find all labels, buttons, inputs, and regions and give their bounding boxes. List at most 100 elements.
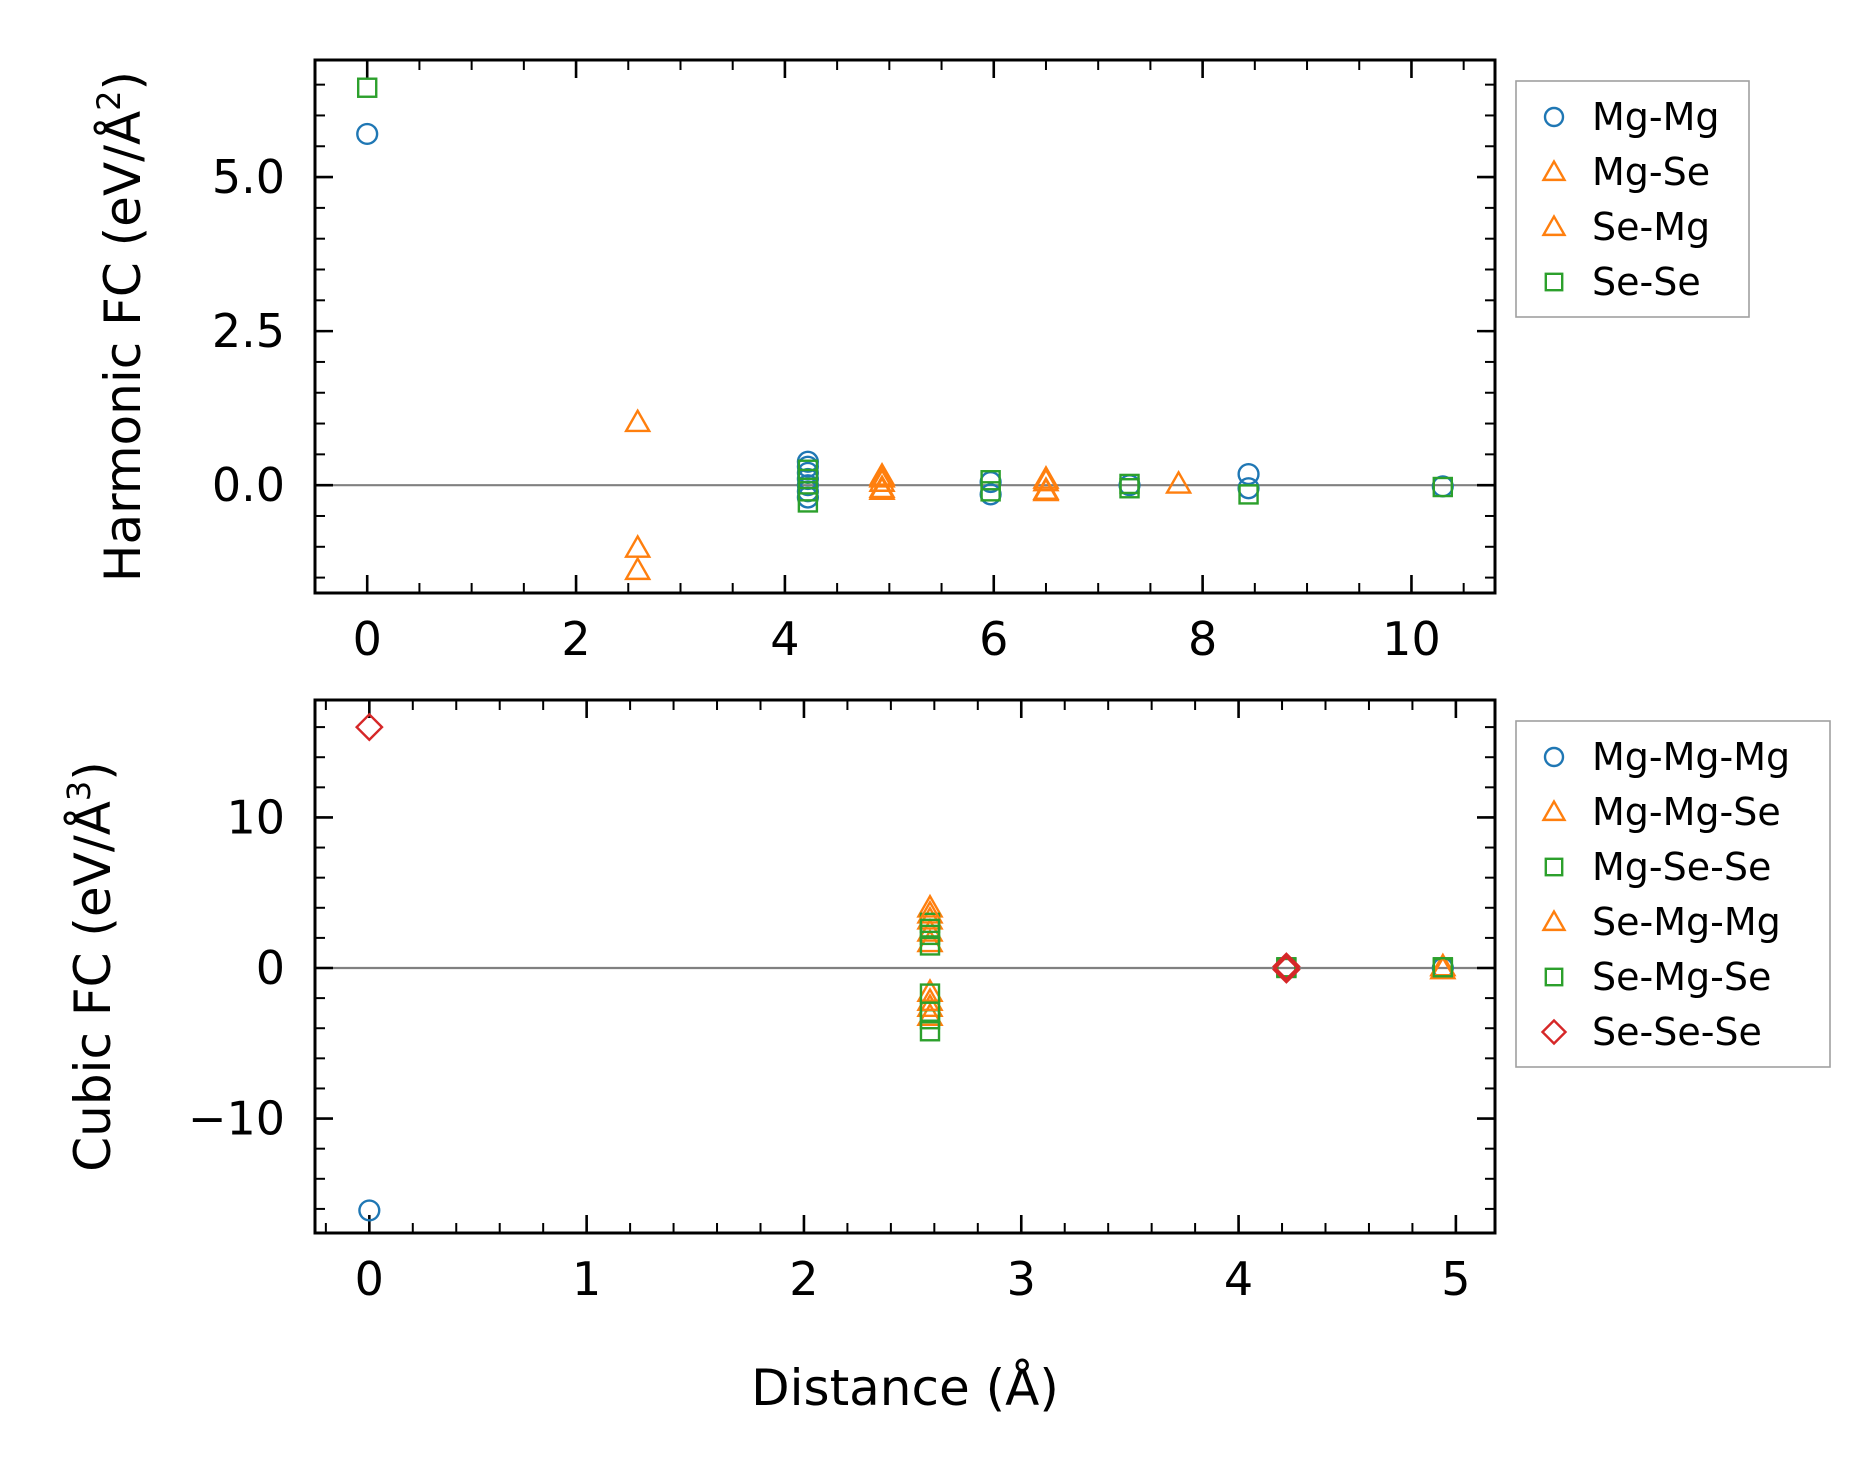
x-tick-labels: 0 1 2 3 4 5 <box>355 1252 1471 1306</box>
major-ticks <box>315 700 1495 1233</box>
x-axis-label: Distance (Å) <box>751 1359 1059 1417</box>
legend-marker <box>1544 272 1564 292</box>
legend-box <box>1515 80 1750 318</box>
data-point <box>868 468 896 492</box>
data-point <box>1432 476 1454 498</box>
legend-entry: Mg-Mg-Se <box>1592 790 1781 834</box>
legend-entry: Mg-Mg <box>1592 95 1720 139</box>
data-point <box>916 928 944 953</box>
x-tick-label: 2 <box>561 612 590 666</box>
legend-entry: Se-Mg-Se <box>1592 955 1771 999</box>
series-se-mg-mg <box>916 899 1457 1011</box>
data-point <box>916 917 944 942</box>
series-mg-se-se <box>919 912 1454 1042</box>
legend: Mg-Mg Mg-Se Se-Mg Se-Se <box>1515 80 1750 318</box>
series-mg-se <box>624 408 1193 581</box>
x-tick-label: 0 <box>355 1252 384 1306</box>
y-tick-label: −10 <box>188 1092 285 1146</box>
data-point <box>797 492 819 513</box>
legend-marker <box>1541 214 1567 237</box>
major-ticks <box>315 60 1495 593</box>
data-point <box>1032 465 1060 489</box>
series-se-se-se <box>354 712 1301 984</box>
legend-entry: Se-Se <box>1592 260 1701 304</box>
data-point <box>916 993 944 1018</box>
data-point <box>356 77 378 98</box>
y-tick-labels: −10 0 10 <box>188 790 285 1145</box>
series-mg-mg-se <box>916 893 1457 1027</box>
x-tick-label: 5 <box>1441 1252 1470 1306</box>
data-point <box>354 712 384 742</box>
data-point <box>916 978 944 1002</box>
legend-entry: Mg-Se <box>1592 150 1710 194</box>
data-point <box>797 468 819 490</box>
data-point <box>1032 467 1060 492</box>
legend-marker <box>1544 857 1564 877</box>
data-point <box>916 987 944 1011</box>
legend-marker <box>1541 799 1567 822</box>
data-point <box>1272 952 1301 981</box>
data-point <box>980 470 1001 491</box>
y-axis-label: Cubic FC (eV/Å3) <box>60 761 122 1172</box>
y-tick-label: 0.0 <box>212 458 285 512</box>
series-se-se <box>356 77 1454 513</box>
data-point <box>356 122 379 146</box>
series-mg-mg <box>356 122 1454 509</box>
data-point <box>980 481 1001 502</box>
data-point <box>624 556 652 581</box>
x-tick-label: 10 <box>1382 612 1441 666</box>
data-point <box>797 481 819 502</box>
legend-entry: Mg-Se-Se <box>1592 845 1771 889</box>
series-se-mg-se <box>919 918 1454 1022</box>
data-point <box>358 1199 381 1222</box>
data-point <box>919 1021 941 1042</box>
y-tick-label: 2.5 <box>212 304 285 358</box>
data-point <box>916 899 944 924</box>
data-point <box>919 918 941 940</box>
legend-marker <box>1544 967 1564 987</box>
legend-marker <box>1543 746 1565 768</box>
data-point <box>916 1002 944 1027</box>
data-point <box>1032 477 1060 502</box>
data-point <box>1164 469 1193 494</box>
data-point <box>868 474 896 499</box>
series-mg-mg-mg <box>358 956 1454 1222</box>
harmonic-fc-panel: 0 2 4 6 8 10 0.0 2.5 5.0 Harmonic FC (eV/Å2) Mg… <box>90 58 1750 666</box>
data-point <box>624 408 652 433</box>
legend-entry: Mg-Mg-Mg <box>1592 735 1790 779</box>
legend-entry: Se-Mg-Mg <box>1592 900 1781 944</box>
data-point <box>1238 484 1259 505</box>
y-tick-label: 0 <box>256 941 285 995</box>
x-tick-label: 6 <box>979 612 1008 666</box>
data-point <box>868 463 896 488</box>
x-tick-label: 1 <box>572 1252 601 1306</box>
data-points <box>356 77 1454 581</box>
cubic-fc-panel: 0 1 2 3 4 5 −10 0 10 Cubic FC (eV/Å3) Distance … <box>60 698 1831 1417</box>
axes-frame <box>313 58 1497 595</box>
data-point <box>624 534 652 558</box>
data-point <box>916 893 944 918</box>
data-point <box>1429 955 1457 980</box>
x-tick-label: 2 <box>789 1252 818 1306</box>
legend-box <box>1515 720 1831 1068</box>
minor-ticks <box>314 60 1495 593</box>
x-tick-label: 3 <box>1007 1252 1036 1306</box>
x-tick-label: 8 <box>1188 612 1217 666</box>
data-point <box>1119 478 1140 499</box>
data-point <box>1272 955 1301 984</box>
data-point <box>1432 957 1454 978</box>
x-tick-labels: 0 2 4 6 8 10 <box>353 612 1441 666</box>
x-tick-label: 0 <box>353 612 382 666</box>
minor-ticks <box>315 700 1495 1233</box>
legend: Mg-Mg-Mg Mg-Mg-Se Mg-Se-Se Se-Mg-Mg Se-Mg-Se… <box>1515 720 1831 1068</box>
y-tick-label: 5.0 <box>212 150 285 204</box>
y-tick-label: 10 <box>226 790 285 844</box>
data-point <box>1237 477 1260 500</box>
data-point <box>1431 475 1454 498</box>
legend-marker <box>1541 159 1567 182</box>
y-axis-label: Harmonic FC (eV/Å2) <box>90 71 152 582</box>
data-point <box>1237 462 1260 486</box>
x-tick-label: 4 <box>770 612 799 666</box>
data-points <box>354 712 1457 1222</box>
